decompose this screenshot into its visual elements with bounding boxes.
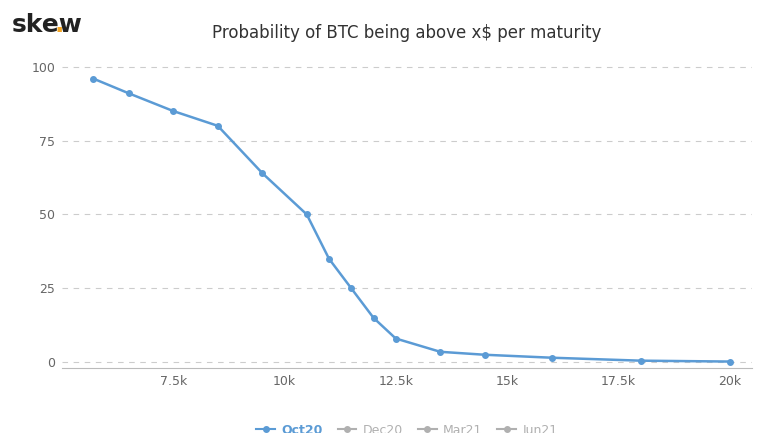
- Oct20: [436, 349, 445, 354]
- Line: Oct20: Oct20: [91, 76, 732, 364]
- Oct20: [325, 256, 334, 262]
- Oct20: [169, 108, 178, 113]
- Text: skew: skew: [12, 13, 82, 37]
- Oct20: [369, 315, 378, 320]
- Oct20: [302, 212, 312, 217]
- Oct20: [213, 123, 222, 129]
- Oct20: [257, 171, 267, 176]
- Oct20: [391, 336, 401, 341]
- Text: .: .: [54, 13, 64, 37]
- Oct20: [725, 359, 734, 364]
- Oct20: [547, 355, 556, 360]
- Oct20: [88, 76, 98, 81]
- Oct20: [636, 358, 645, 363]
- Oct20: [346, 286, 356, 291]
- Title: Probability of BTC being above x$ per maturity: Probability of BTC being above x$ per ma…: [212, 24, 601, 42]
- Oct20: [124, 91, 133, 96]
- Oct20: [480, 352, 489, 357]
- Legend: Oct20, Dec20, Mar21, Jun21: Oct20, Dec20, Mar21, Jun21: [251, 419, 563, 433]
